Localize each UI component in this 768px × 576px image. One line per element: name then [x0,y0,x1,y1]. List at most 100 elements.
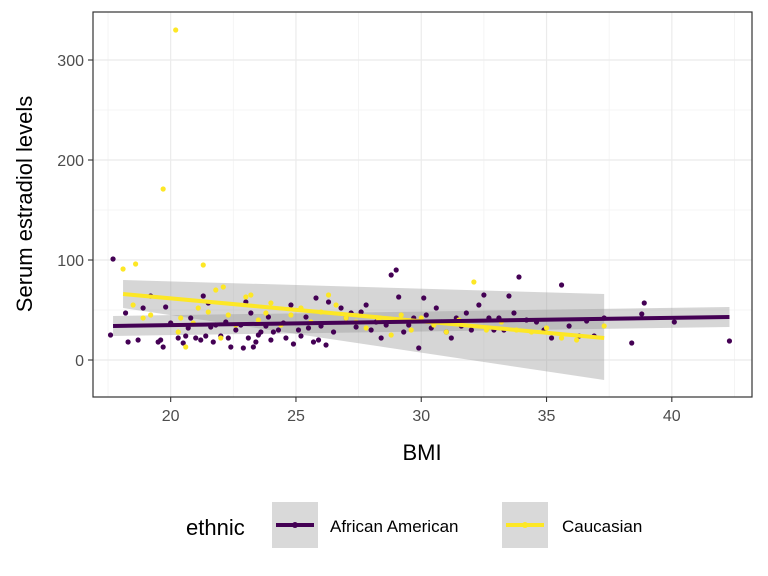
point-african-american [135,337,141,343]
y-tick-label: 100 [57,253,84,270]
point-caucasian [130,302,136,308]
point-african-american [193,335,199,341]
point-african-american [310,339,317,345]
point-caucasian [195,305,201,311]
point-african-american [363,302,369,308]
point-caucasian [160,186,166,192]
point-african-american [233,327,239,333]
point-african-american [158,337,164,343]
panel-border [92,11,753,398]
point-african-american [433,305,439,311]
point-caucasian [175,329,181,335]
x-tick-label: 35 [538,408,556,425]
point-african-american [393,267,399,273]
point-african-american [368,327,374,333]
point-caucasian [268,300,274,306]
point-african-american [305,325,312,331]
point-african-american [203,333,209,339]
point-african-american [325,299,332,305]
point-caucasian [132,261,139,267]
point-african-american [463,310,469,316]
point-african-american [245,335,251,341]
x-tick-label: 25 [287,408,305,425]
point-caucasian [243,294,249,300]
point-caucasian [325,292,332,298]
point-african-american [303,314,309,320]
point-caucasian [343,315,349,321]
point-african-american [448,335,454,341]
point-african-american [290,341,297,347]
point-african-american [240,345,246,351]
point-caucasian [148,312,154,318]
point-caucasian [601,323,607,329]
point-african-american [481,292,487,298]
point-african-american [180,340,186,346]
point-african-american [140,305,146,311]
x-tick-label: 40 [663,408,681,425]
point-african-american [110,256,116,262]
point-african-american [548,335,555,341]
point-african-american [248,310,254,316]
point-caucasian [398,312,404,318]
point-african-american [313,295,319,301]
point-african-american [641,300,647,306]
point-african-american [416,345,422,351]
point-caucasian [333,302,339,308]
point-african-american [270,329,277,335]
point-african-american [295,327,302,333]
y-axis-title: Serum estradiol levels [12,96,37,312]
point-african-american [228,344,234,350]
point-african-american [358,309,364,315]
point-caucasian [574,337,580,343]
point-african-american [388,272,394,278]
point-african-american [268,337,274,343]
point-african-american [506,293,512,299]
point-caucasian [120,266,126,272]
point-caucasian [288,312,294,318]
point-african-american [175,335,181,341]
point-caucasian [363,325,369,331]
point-african-american [288,302,294,308]
point-african-american [163,304,169,310]
point-caucasian [543,325,550,331]
point-caucasian [248,292,254,298]
point-caucasian [220,284,226,290]
point-caucasian [213,287,219,293]
point-african-american [210,339,216,345]
x-axis-title: BMI [402,440,441,465]
point-african-american [476,302,482,308]
point-african-american [198,337,204,343]
point-african-american [468,327,474,333]
legend-title: ethnic [186,515,245,540]
point-african-american [253,339,259,345]
point-african-american [330,329,337,335]
point-caucasian [205,309,211,315]
point-caucasian [200,262,206,268]
point-african-american [671,319,677,325]
point-african-american [275,327,282,333]
trend-line-african-american [113,315,730,328]
point-caucasian [225,312,231,318]
y-tick-label: 0 [75,353,84,370]
point-african-american [160,344,166,350]
point-african-american [283,335,289,341]
legend-label-caucasian: Caucasian [562,517,642,536]
legend-dot-african-american [292,522,298,528]
point-african-american [122,310,129,316]
point-caucasian [178,315,184,321]
point-african-american [726,338,733,344]
point-african-american [511,310,517,316]
x-tick-label: 20 [162,408,180,425]
point-african-american [125,339,131,345]
point-african-american [421,295,427,301]
point-african-american [423,312,429,318]
point-african-american [315,337,322,343]
point-african-american [629,340,635,346]
panel-background [93,12,752,397]
legend-dot-caucasian [522,522,528,528]
y-axis-ticks: 0 100 200 300 [57,53,93,370]
point-african-american [378,335,384,341]
point-african-american [225,335,231,341]
point-caucasian [388,332,394,338]
point-african-american [200,293,206,299]
